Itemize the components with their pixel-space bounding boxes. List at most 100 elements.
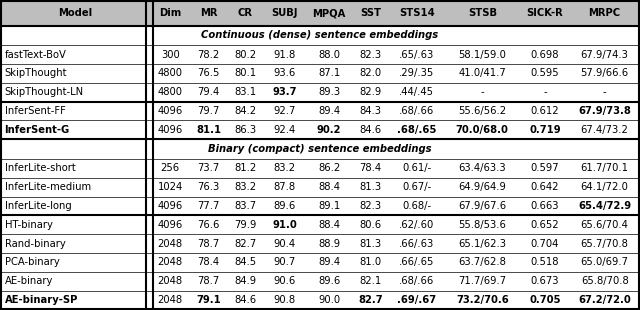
Text: 78.2: 78.2 [198, 50, 220, 60]
Bar [1, 25, 639, 45]
Text: 0.67/-: 0.67/- [402, 182, 431, 192]
Text: 0.652: 0.652 [531, 220, 559, 230]
Text: 91.0: 91.0 [273, 220, 297, 230]
Text: -: - [603, 87, 607, 97]
Text: 4096: 4096 [157, 201, 183, 211]
Text: 84.9: 84.9 [234, 276, 257, 286]
Text: 55.6/56.2: 55.6/56.2 [458, 106, 506, 116]
Bar [1, 290, 639, 309]
Text: AE-binary: AE-binary [4, 276, 53, 286]
Text: 80.6: 80.6 [360, 220, 381, 230]
Text: 79.9: 79.9 [234, 220, 257, 230]
Text: 0.612: 0.612 [531, 106, 559, 116]
Text: 81.2: 81.2 [234, 163, 257, 173]
Text: Binary (compact) sentence embeddings: Binary (compact) sentence embeddings [208, 144, 432, 154]
Text: 89.3: 89.3 [318, 87, 340, 97]
Text: 73.2/70.6: 73.2/70.6 [456, 295, 509, 305]
Bar [1, 121, 639, 139]
Text: 84.3: 84.3 [360, 106, 381, 116]
Text: -: - [481, 87, 484, 97]
Text: 0.597: 0.597 [531, 163, 559, 173]
Text: STS14: STS14 [399, 8, 435, 18]
Text: CR: CR [238, 8, 253, 18]
Bar [1, 215, 639, 234]
Text: 0.61/-: 0.61/- [402, 163, 431, 173]
Text: -: - [543, 87, 547, 97]
Text: Model: Model [58, 8, 92, 18]
Text: 76.5: 76.5 [198, 69, 220, 78]
Text: 82.1: 82.1 [360, 276, 381, 286]
Bar [1, 197, 639, 215]
Text: 89.4: 89.4 [318, 106, 340, 116]
Text: PCA-binary: PCA-binary [4, 257, 60, 267]
Text: 92.4: 92.4 [274, 125, 296, 135]
Text: 87.1: 87.1 [318, 69, 340, 78]
Text: 82.7: 82.7 [358, 295, 383, 305]
Text: Dim: Dim [159, 8, 181, 18]
Bar [1, 64, 639, 83]
Text: 78.4: 78.4 [360, 163, 381, 173]
Text: 80.1: 80.1 [234, 69, 257, 78]
Text: AE-binary-SP: AE-binary-SP [4, 295, 78, 305]
Text: 67.9/73.8: 67.9/73.8 [578, 106, 631, 116]
Text: 2048: 2048 [157, 295, 183, 305]
Text: MPQA: MPQA [312, 8, 346, 18]
Text: .68/.66: .68/.66 [399, 106, 435, 116]
Text: InferSent-G: InferSent-G [4, 125, 70, 135]
Text: 81.3: 81.3 [360, 182, 381, 192]
Text: 65.6/70.4: 65.6/70.4 [580, 220, 628, 230]
Text: 93.6: 93.6 [274, 69, 296, 78]
Text: 1024: 1024 [157, 182, 183, 192]
Text: 0.642: 0.642 [531, 182, 559, 192]
Text: 79.7: 79.7 [198, 106, 220, 116]
Text: 0.698: 0.698 [531, 50, 559, 60]
Text: 64.1/72.0: 64.1/72.0 [580, 182, 628, 192]
Text: 82.0: 82.0 [360, 69, 381, 78]
Text: SkipThought: SkipThought [4, 69, 67, 78]
Text: 89.1: 89.1 [318, 201, 340, 211]
Text: 83.2: 83.2 [274, 163, 296, 173]
Text: 70.0/68.0: 70.0/68.0 [456, 125, 509, 135]
Text: 76.3: 76.3 [198, 182, 220, 192]
Bar [1, 178, 639, 197]
Text: .68/.65: .68/.65 [397, 125, 436, 135]
Text: 64.9/64.9: 64.9/64.9 [458, 182, 506, 192]
Text: .65/.63: .65/.63 [399, 50, 435, 60]
Text: 90.0: 90.0 [318, 295, 340, 305]
Text: 92.7: 92.7 [274, 106, 296, 116]
Text: 90.2: 90.2 [317, 125, 341, 135]
Text: 4096: 4096 [157, 220, 183, 230]
Text: 90.4: 90.4 [274, 238, 296, 249]
Bar [1, 234, 639, 253]
Text: Continuous (dense) sentence embeddings: Continuous (dense) sentence embeddings [202, 30, 438, 40]
Text: 81.3: 81.3 [360, 238, 381, 249]
Text: 88.0: 88.0 [318, 50, 340, 60]
Text: 88.4: 88.4 [318, 182, 340, 192]
Bar [1, 45, 639, 64]
Text: 84.5: 84.5 [234, 257, 257, 267]
Text: 0.518: 0.518 [531, 257, 559, 267]
Text: 2048: 2048 [157, 238, 183, 249]
Text: 83.1: 83.1 [234, 87, 257, 97]
Text: SkipThought-LN: SkipThought-LN [4, 87, 84, 97]
Text: 90.6: 90.6 [274, 276, 296, 286]
Text: 86.3: 86.3 [234, 125, 257, 135]
Text: 91.8: 91.8 [274, 50, 296, 60]
Text: STSB: STSB [468, 8, 497, 18]
Text: HT-binary: HT-binary [4, 220, 52, 230]
Text: Rand-binary: Rand-binary [4, 238, 65, 249]
Text: 90.8: 90.8 [274, 295, 296, 305]
Text: 86.2: 86.2 [318, 163, 340, 173]
Text: InferSent-FF: InferSent-FF [4, 106, 65, 116]
Text: 84.2: 84.2 [234, 106, 257, 116]
Text: SST: SST [360, 8, 381, 18]
Text: 82.9: 82.9 [360, 87, 381, 97]
Text: 88.4: 88.4 [318, 220, 340, 230]
Text: MR: MR [200, 8, 218, 18]
Text: MRPC: MRPC [589, 8, 621, 18]
Text: SICK-R: SICK-R [527, 8, 563, 18]
Bar [1, 253, 639, 272]
Text: 2048: 2048 [157, 276, 183, 286]
Text: .66/.65: .66/.65 [399, 257, 435, 267]
Bar [1, 102, 639, 121]
